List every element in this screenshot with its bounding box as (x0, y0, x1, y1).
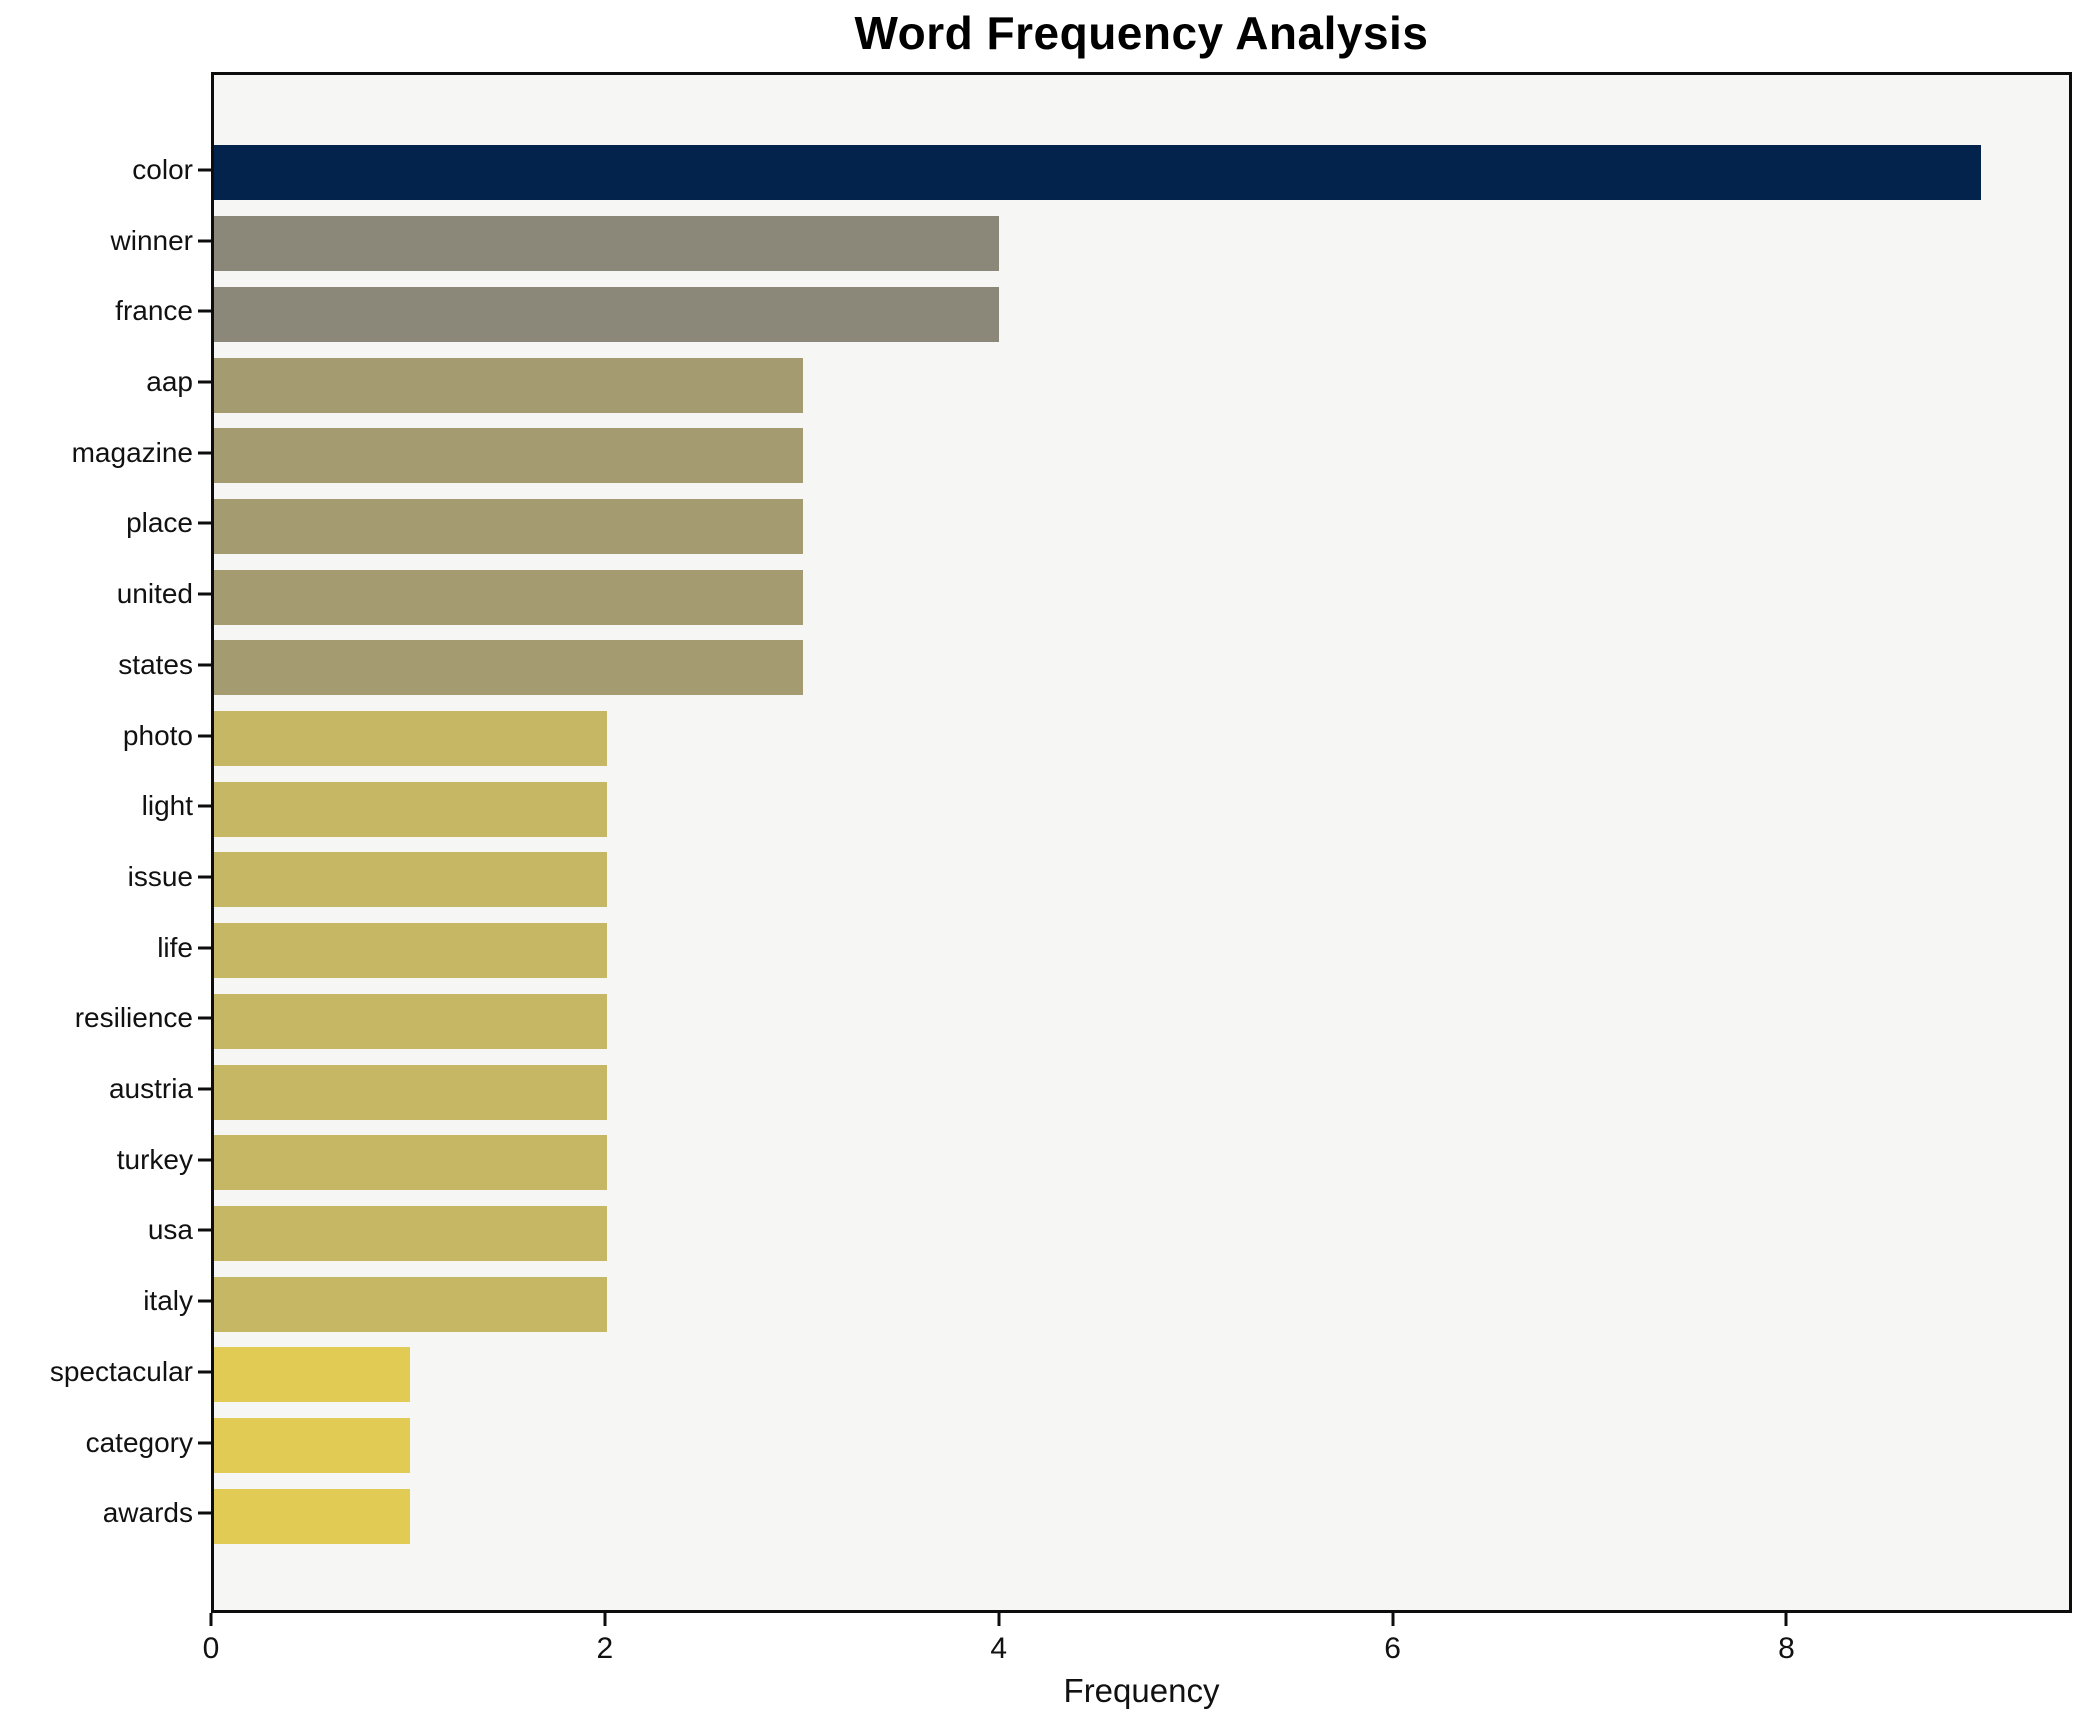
y-tick-label-issue: issue (127, 860, 193, 892)
bar-austria (214, 1064, 607, 1120)
x-tick-mark (209, 1613, 213, 1626)
y-tick-mark (198, 239, 211, 243)
bar-magazine (214, 428, 803, 484)
y-tick-mark (198, 1299, 211, 1303)
bar-states (214, 640, 803, 696)
y-tick-label-awards: awards (102, 1497, 193, 1529)
bar-italy (214, 1276, 607, 1332)
y-tick-label-category: category (85, 1426, 193, 1458)
bar-usa (214, 1205, 607, 1261)
y-tick-mark (198, 451, 211, 455)
x-tick-label-6: 6 (1384, 1632, 1401, 1665)
y-tick-mark (198, 804, 211, 808)
y-tick-label-usa: usa (147, 1214, 193, 1246)
bar-awards (214, 1488, 411, 1544)
y-tick-label-photo: photo (122, 719, 193, 751)
x-tick-label-0: 0 (202, 1632, 220, 1665)
x-axis-title: Frequency (1063, 1672, 1220, 1709)
bar-aap (214, 357, 803, 413)
x-tick-label-8: 8 (1778, 1632, 1795, 1665)
bar-resilience (214, 993, 607, 1049)
y-tick-mark (198, 1441, 211, 1445)
x-tick-mark (1391, 1613, 1395, 1626)
y-tick-label-life: life (157, 931, 193, 963)
y-tick-mark (198, 168, 211, 172)
y-tick-label-winner: winner (110, 224, 193, 256)
y-tick-label-france: france (115, 295, 193, 327)
y-tick-mark (198, 875, 211, 879)
x-tick-label-4: 4 (990, 1632, 1008, 1665)
x-tick-mark (997, 1613, 1001, 1626)
y-tick-mark (198, 663, 211, 667)
bar-color (214, 145, 1981, 201)
y-tick-label-spectacular: spectacular (49, 1355, 193, 1387)
bar-turkey (214, 1135, 607, 1191)
y-tick-label-place: place (126, 507, 193, 539)
y-tick-mark (198, 380, 211, 384)
bar-light (214, 781, 607, 837)
bar-united (214, 569, 803, 625)
bar-winner (214, 216, 1000, 272)
y-tick-mark (198, 1511, 211, 1515)
y-tick-mark (198, 734, 211, 738)
bar-category (214, 1418, 411, 1474)
y-tick-label-united: united (116, 578, 193, 610)
y-tick-label-magazine: magazine (71, 436, 193, 468)
y-tick-mark (198, 592, 211, 596)
y-tick-label-aap: aap (146, 366, 193, 398)
bar-france (214, 286, 1000, 342)
y-tick-label-light: light (141, 790, 193, 822)
y-tick-label-resilience: resilience (74, 1002, 193, 1034)
plot-area (211, 72, 2072, 1613)
bar-place (214, 498, 803, 554)
y-tick-label-states: states (118, 648, 193, 680)
y-tick-label-turkey: turkey (116, 1143, 193, 1175)
bar-spectacular (214, 1347, 411, 1403)
y-tick-label-color: color (132, 153, 193, 185)
x-tick-mark (603, 1613, 607, 1626)
y-tick-mark (198, 1228, 211, 1232)
y-tick-mark (198, 1370, 211, 1374)
y-tick-mark (198, 1016, 211, 1020)
y-tick-label-italy: italy (143, 1285, 193, 1317)
y-tick-mark (198, 521, 211, 525)
bar-issue (214, 852, 607, 908)
y-tick-label-austria: austria (108, 1073, 193, 1105)
y-tick-mark (198, 1158, 211, 1162)
bar-life (214, 923, 607, 979)
bars-layer (214, 75, 2069, 1610)
x-tick-mark (1784, 1613, 1788, 1626)
x-tick-label-2: 2 (596, 1632, 614, 1665)
y-tick-mark (198, 309, 211, 313)
y-tick-mark (198, 1087, 211, 1091)
chart-title: Word Frequency Analysis (854, 7, 1429, 59)
bar-photo (214, 711, 607, 767)
y-tick-mark (198, 946, 211, 950)
